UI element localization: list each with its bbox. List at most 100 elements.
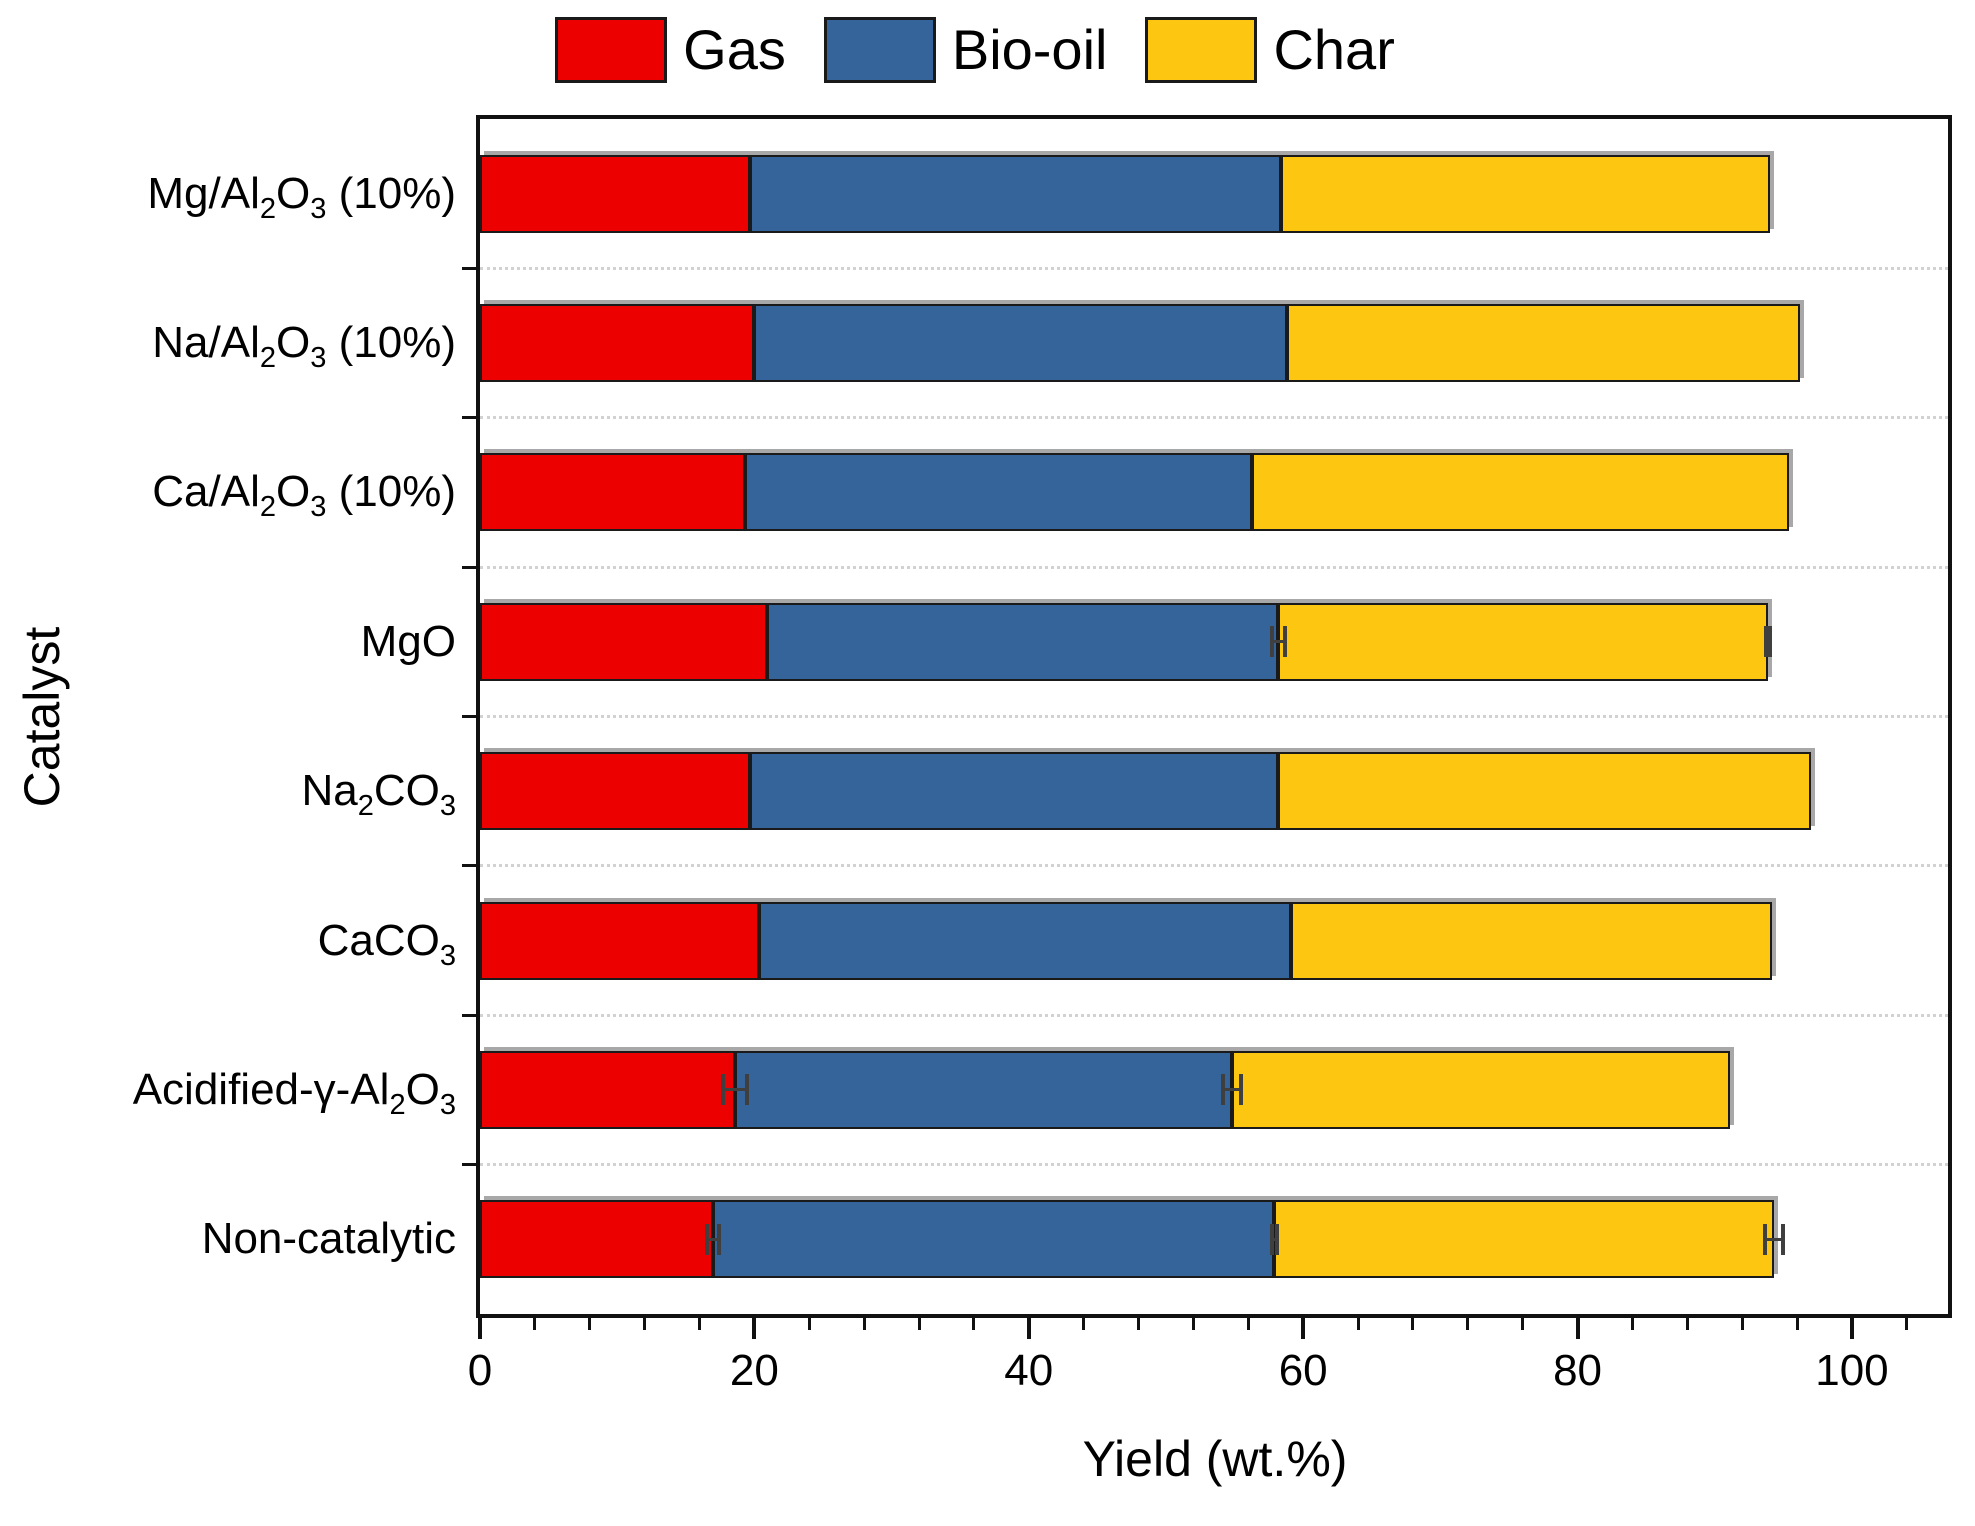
y-axis-minor-tick [462,1013,476,1017]
bar-segment-gas [480,154,751,233]
gridline [480,715,1948,718]
x-axis-tick-label: 60 [1278,1346,1328,1395]
y-axis-minor-tick [462,416,476,420]
x-axis-tick-label: 20 [729,1346,779,1395]
x-axis-minor-tick [698,1318,701,1330]
error-bar-cap [1762,1223,1767,1255]
bar-segment-char [1274,1200,1774,1279]
legend-label: Bio-oil [951,18,1108,81]
bar-segment-char [1286,304,1800,383]
error-bar-cap [1780,1223,1785,1255]
legend-item-gas: Gas [555,17,786,83]
gridline [480,1013,1948,1017]
bar-segment-char [1252,453,1789,532]
x-axis-minor-tick [1137,1318,1141,1330]
category-label: Ca/Al2O3 (10%) [152,467,456,524]
bar-segment-bio-oil [735,1050,1232,1129]
chart-legend: Gas Bio-oil Char [375,8,1575,92]
bar-segment-gas [480,901,759,980]
x-axis-minor-tick [1685,1318,1689,1330]
error-bar-cap [1764,626,1769,658]
bar-row [480,752,1811,831]
error-bar-cap [1275,1223,1280,1255]
x-axis-minor-tick [972,1318,976,1330]
y-axis-minor-tick [462,266,476,270]
bar-segment-bio-oil [750,154,1282,233]
error-bar-cap [705,1223,709,1255]
bar-row [480,453,1789,532]
legend-item-char: Char [1145,17,1395,83]
bar-row [480,154,1770,233]
error-bar [1270,626,1287,658]
error-bar-cap [1282,626,1287,658]
category-label: Na2CO3 [301,766,456,822]
x-axis-major-tick [1575,1318,1580,1339]
bar-segment-bio-oil [758,901,1291,980]
bar-segment-bio-oil [713,1200,1275,1279]
x-axis-minor-tick [1795,1318,1799,1330]
x-axis-minor-tick [917,1318,921,1330]
bar-segment-gas [480,752,751,831]
error-bar-cap [717,1223,722,1255]
y-axis-title: Catalyst [14,626,70,808]
category-label: Acidified-γ-Al2O3 [132,1064,456,1121]
y-axis-minor-tick [462,864,476,868]
bar-row [480,901,1773,980]
x-axis-minor-tick [1630,1318,1634,1330]
x-axis-minor-tick [1521,1318,1525,1330]
gridline [480,864,1948,868]
x-axis-tick-label: 80 [1553,1346,1603,1395]
x-axis-minor-tick [1191,1318,1195,1330]
legend-label: Gas [683,18,786,81]
bar-segment-bio-oil [750,752,1279,831]
bar-segment-gas [480,602,767,681]
bar-row [480,304,1800,383]
y-axis-minor-tick [462,565,476,569]
bar-row [480,1050,1730,1129]
bar-segment-char [1278,602,1769,681]
bar-segment-char [1231,1050,1730,1129]
bar-segment-bio-oil [766,602,1279,681]
x-axis-major-tick [478,1318,482,1339]
category-label: Na/Al2O3 (10%) [152,318,456,374]
legend-swatch-bio-oil [823,17,936,83]
error-bar-cap [1238,1074,1243,1106]
x-axis-minor-tick [862,1318,866,1330]
plot-area: 0 20 40 60 80 100 Mg/Al2O3 (10%) Na/Al2O3 (10%)… [133,115,1952,1395]
x-axis-major-tick [752,1318,757,1339]
error-bar [721,1074,749,1106]
bar-segment-gas [480,1200,714,1279]
category-label: MgO [360,616,456,666]
x-axis-tick-label: 40 [1004,1346,1054,1395]
error-bar-cap [1220,1074,1225,1106]
error-bar [1764,626,1773,658]
error-bar-cap [744,1074,749,1106]
error-bar-cap [721,1074,726,1106]
y-axis-minor-tick [462,1163,476,1167]
error-bar-cap [1768,626,1773,658]
x-axis-minor-tick [1905,1318,1909,1330]
x-axis-minor-tick [1356,1318,1360,1330]
bar-segment-bio-oil [754,304,1287,383]
category-label: CaCO3 [317,915,456,972]
x-axis-minor-tick [643,1318,647,1330]
error-bar [705,1223,722,1255]
bar-segment-gas [480,304,755,383]
category-label: Non-catalytic [201,1214,456,1264]
bar-segment-bio-oil [744,453,1253,532]
error-bar-line [1220,1088,1243,1092]
bar-row [480,1200,1774,1279]
x-axis-minor-tick [1082,1318,1086,1330]
x-axis-tick-label: 100 [1815,1346,1889,1395]
y-axis-minor-tick [462,715,476,718]
legend-swatch-gas [555,17,668,83]
gridline [480,1163,1948,1167]
gridline [480,416,1948,420]
gridline [480,565,1948,569]
error-bar-line [705,1237,722,1241]
error-bar-cap [1270,626,1275,658]
legend-label: Char [1273,18,1395,81]
gridline [480,266,1948,270]
x-axis-major-tick [1849,1318,1854,1339]
